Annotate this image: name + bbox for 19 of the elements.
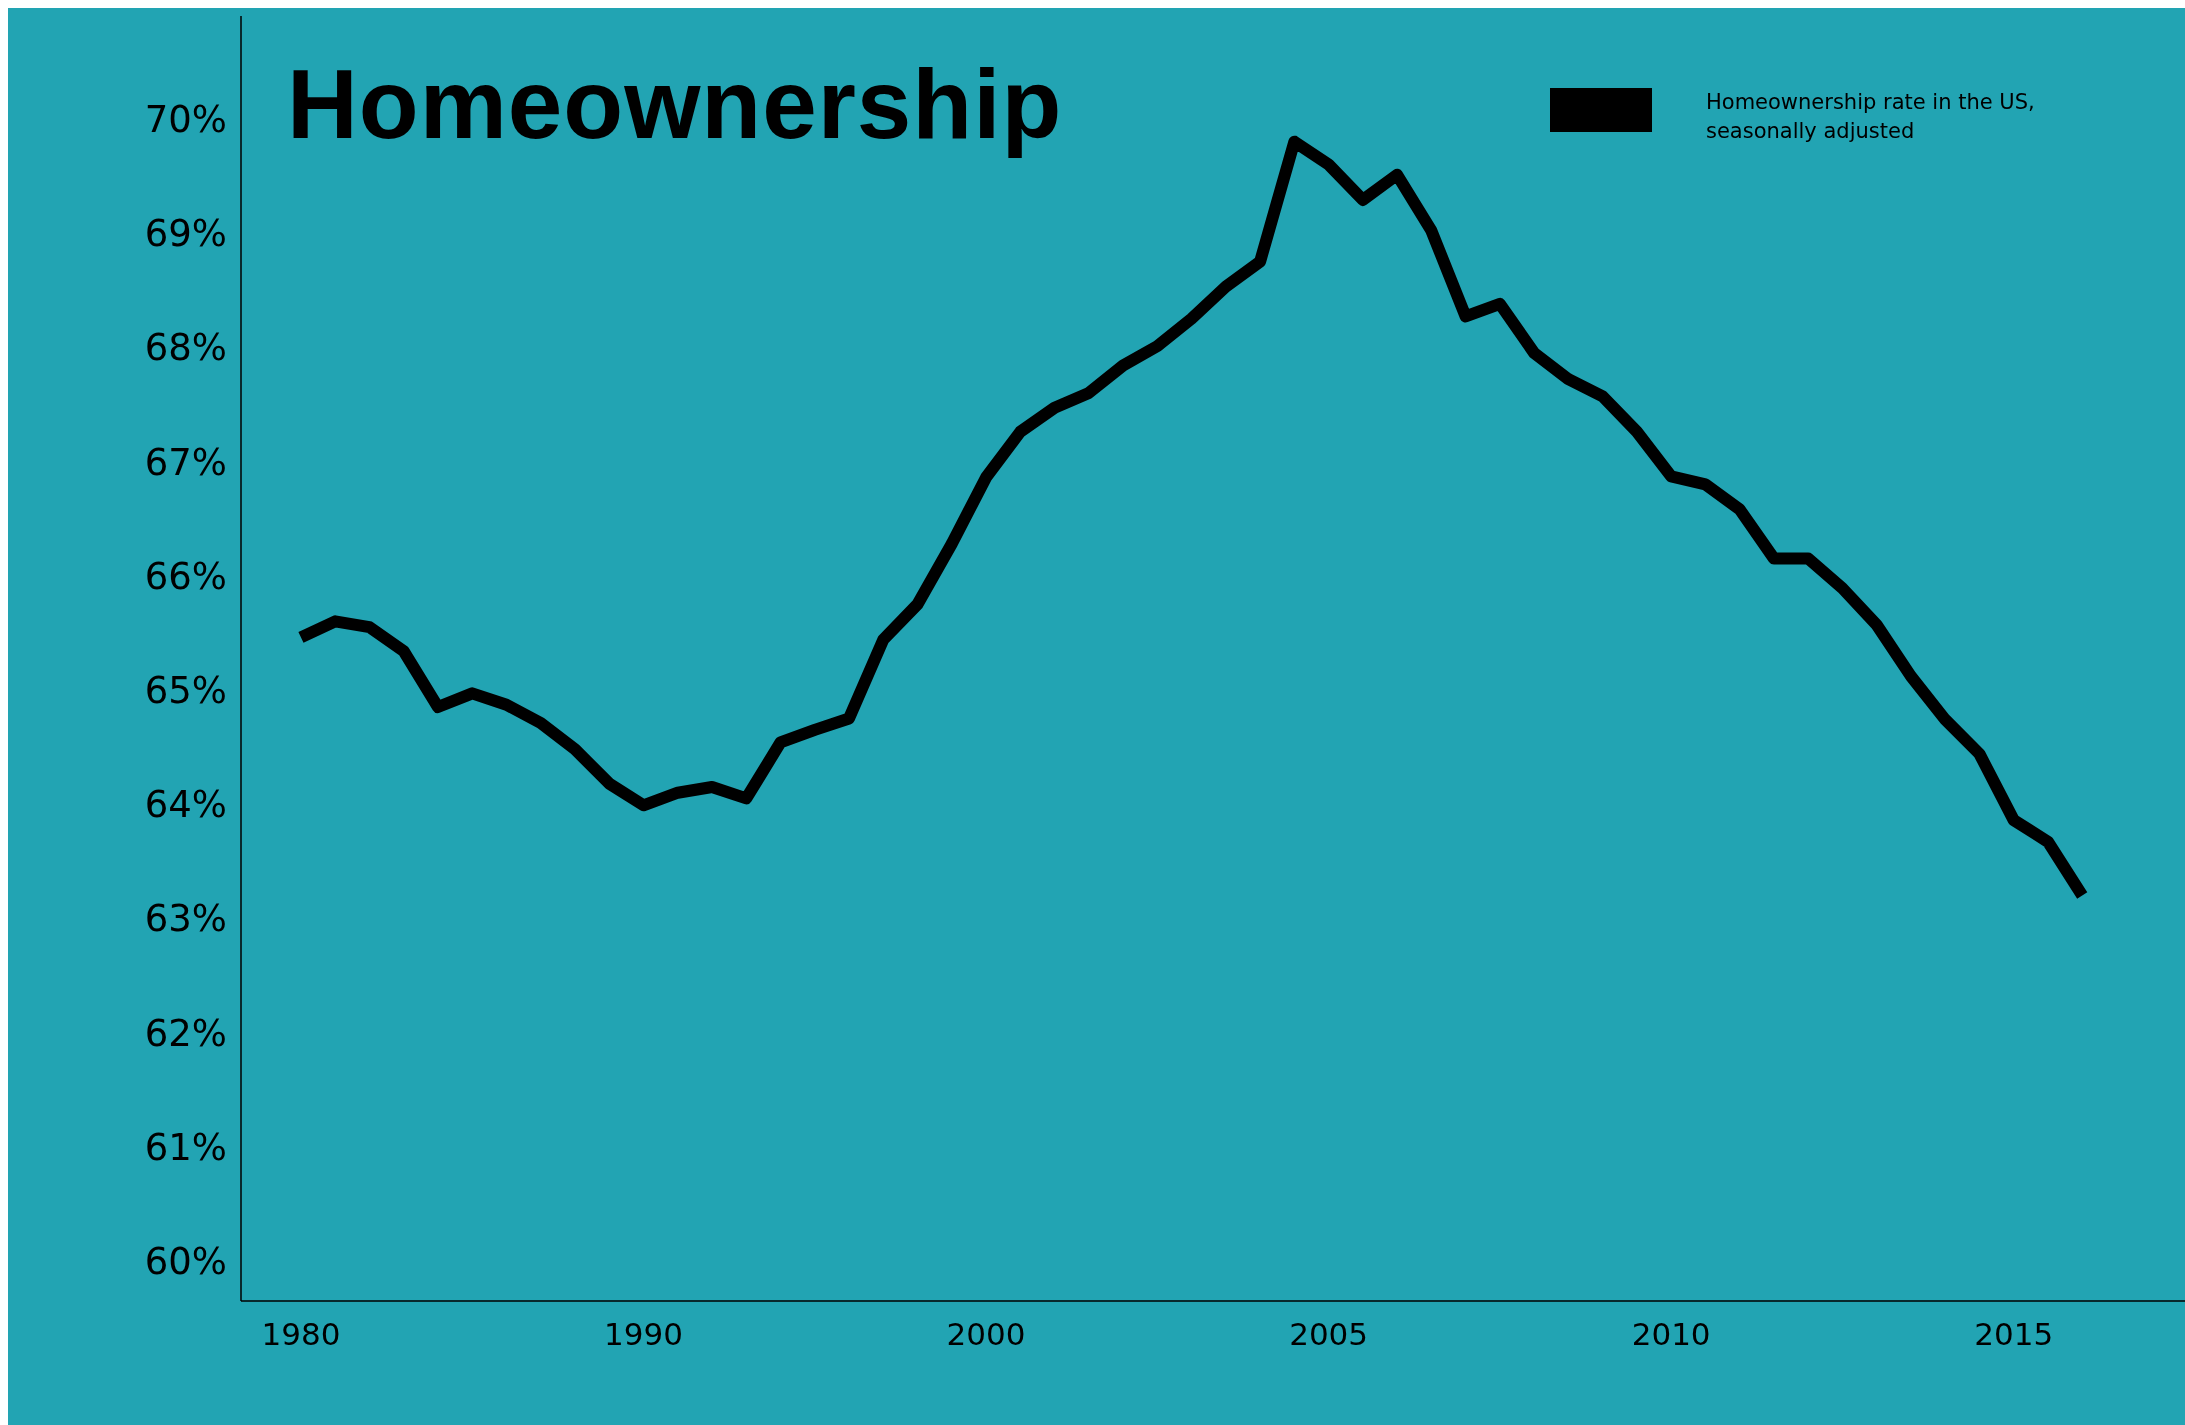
x-tick-label: 2010	[1631, 1316, 1711, 1353]
chart-title: Homeownership	[287, 48, 1063, 161]
y-tick-label: 66%	[144, 554, 227, 598]
text: Homeownership rate in the US, seasonally adjusted	[1706, 89, 2036, 145]
y-tick-label: 67%	[144, 440, 227, 484]
x-tick-label: 2015	[1974, 1316, 2054, 1353]
x-tick-label: 1990	[604, 1316, 683, 1353]
y-tick-label: 65%	[144, 669, 227, 713]
y-tick-label: 63%	[144, 897, 227, 941]
y-tick-label: 60%	[144, 1240, 227, 1284]
x-tick-label: 1980	[261, 1316, 341, 1353]
x-tick-label: 2005	[1289, 1316, 1369, 1353]
y-tick-label: 68%	[144, 326, 227, 370]
y-tick-label: 62%	[144, 1011, 227, 1055]
x-tick-label: 2000	[946, 1316, 1026, 1353]
y-tick-label: 64%	[144, 783, 227, 827]
y-tick-label: 70%	[144, 97, 227, 141]
y-tick-label: 69%	[144, 212, 227, 256]
y-tick-label: 61%	[144, 1125, 227, 1169]
